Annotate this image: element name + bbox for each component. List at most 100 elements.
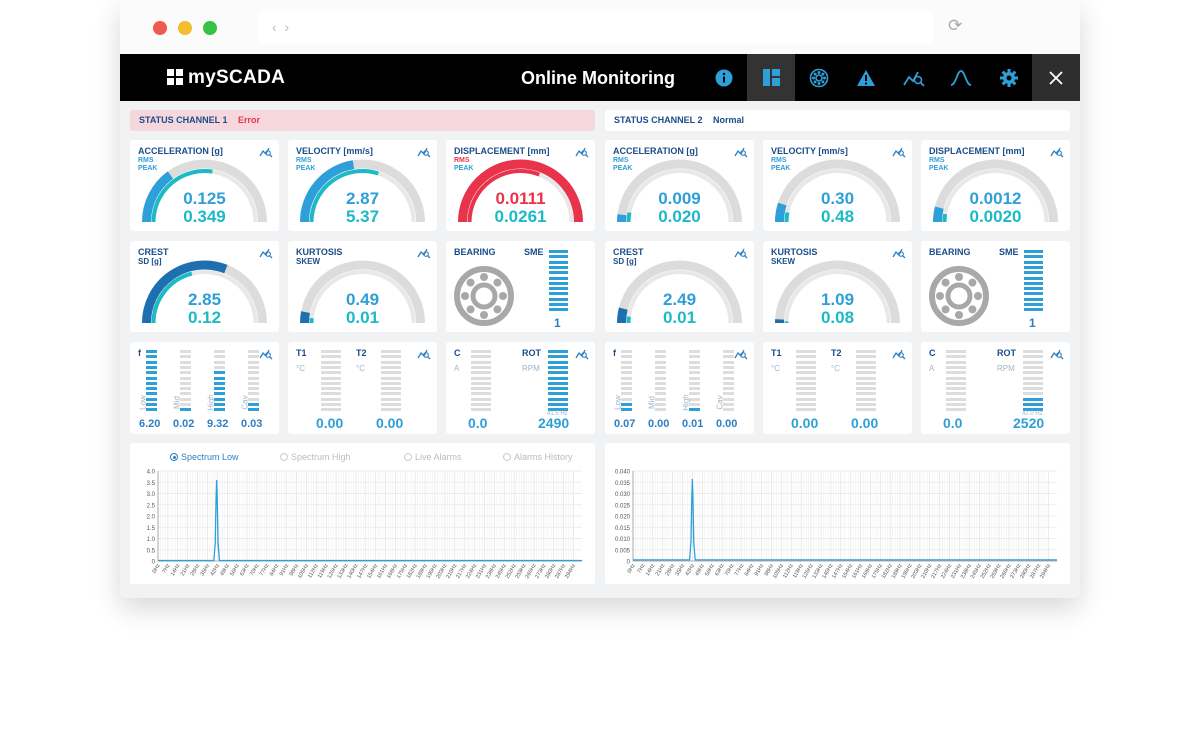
gauge-card[interactable]: KURTOSIS SKEW 1.09 0.08	[763, 241, 912, 332]
gauge-arc	[142, 260, 267, 324]
gauge-card[interactable]: VELOCITY [mm/s] RMS PEAK 2.87 5.37	[288, 140, 437, 231]
bearing-card[interactable]: BEARING SME 1	[446, 241, 595, 332]
reload-icon[interactable]: ⟳	[948, 16, 963, 35]
temp-bar-segment	[856, 371, 876, 375]
logo: mySCADA	[167, 67, 285, 89]
x-tick-label: 91Hz	[754, 563, 766, 577]
temp-bar-segment	[321, 392, 341, 396]
trend-icon[interactable]	[417, 247, 431, 259]
temp-bar-segment	[856, 381, 876, 385]
current-bar-segment	[946, 392, 966, 396]
trend-icon[interactable]	[1050, 146, 1064, 158]
gauge-sub1: RMS	[929, 157, 945, 164]
rotation-card[interactable]: C A ROT RPM 42.0 Hz 0.0 2520	[921, 342, 1070, 434]
current-bar-segment	[946, 387, 966, 391]
band-value: 0.02	[173, 418, 195, 430]
rot-bar-segment	[548, 360, 568, 364]
gauge-value-2: 0.08	[820, 308, 855, 327]
trend-icon[interactable]	[892, 348, 906, 360]
info-icon	[715, 69, 733, 86]
band-bar-segment	[214, 387, 225, 391]
band-value: 0.01	[682, 418, 704, 430]
gauge-card[interactable]: DISPLACEMENT [mm] RMS PEAK 0.0012 0.0020	[921, 140, 1070, 231]
address-bar[interactable]: ‹ ›	[258, 11, 933, 44]
trend-icon[interactable]	[575, 348, 589, 360]
x-tick-label: 21Hz	[180, 563, 192, 577]
bands-label: f	[613, 348, 616, 358]
info-button[interactable]	[700, 54, 748, 101]
band-bar-segment	[723, 397, 734, 401]
gauge-card[interactable]: VELOCITY [mm/s] RMS PEAK 0.30 0.48	[763, 140, 912, 231]
frequency-bands-card[interactable]: f Low 6.20 Mid 0.02 High 9.32 Cav 0.03	[130, 342, 279, 434]
band-bar-segment	[655, 408, 666, 412]
band-value: 0.03	[241, 418, 263, 430]
trend-icon[interactable]	[734, 348, 748, 360]
frequency-bands-card[interactable]: f Low 0.07 Mid 0.00 High 0.01 Cav 0.00	[605, 342, 754, 434]
tab-spectrum-low[interactable]: Spectrum Low	[170, 452, 239, 462]
trend-icon[interactable]	[259, 348, 273, 360]
current-bar-segment	[471, 403, 491, 406]
gauge-sub2: PEAK	[929, 165, 949, 172]
trend-icon[interactable]	[575, 146, 589, 158]
trend-icon[interactable]	[417, 146, 431, 158]
current-unit: A	[454, 364, 460, 373]
trend-icon[interactable]	[417, 348, 431, 360]
trend-icon[interactable]	[734, 146, 748, 158]
rotation-card[interactable]: C A ROT RPM 41.5 Hz 0.0 2490	[446, 342, 595, 434]
band-bar-segment	[689, 360, 700, 364]
band-bar-segment	[689, 392, 700, 396]
band-bar-segment	[146, 355, 157, 359]
trend-icon[interactable]	[892, 146, 906, 158]
trend-icon[interactable]	[259, 247, 273, 259]
current-label: C	[929, 348, 936, 358]
gauge-card[interactable]: ACCELERATION [g] RMS PEAK 0.125 0.349	[130, 140, 279, 231]
forward-icon[interactable]: ›	[284, 19, 290, 35]
trend-search-button[interactable]	[890, 54, 938, 101]
gauge-card[interactable]: CREST SD [g] 2.85 0.12	[130, 241, 279, 332]
temperature-card[interactable]: T1 T2 °C °C 0.00 0.00	[763, 342, 912, 434]
back-icon[interactable]: ‹	[272, 19, 277, 35]
band-bar-segment	[723, 387, 734, 391]
tab-spectrum-high[interactable]: Spectrum High	[280, 452, 351, 462]
current-bar-segment	[471, 408, 491, 412]
spectrum-button[interactable]	[937, 54, 985, 101]
rot-bar-segment	[548, 365, 568, 369]
band-bar-segment	[248, 392, 259, 396]
rot-bar-segment	[1023, 392, 1043, 396]
band-bar-segment	[180, 381, 191, 385]
trend-icon[interactable]	[892, 247, 906, 259]
t2-label: T2	[831, 348, 842, 358]
temperature-card[interactable]: T1 T2 °C °C 0.00 0.00	[288, 342, 437, 434]
dashboard-button[interactable]	[747, 54, 795, 101]
minimize-window-button[interactable]	[178, 21, 192, 35]
close-window-button[interactable]	[153, 21, 167, 35]
gauge-card[interactable]: DISPLACEMENT [mm] RMS PEAK 0.0111 0.0261	[446, 140, 595, 231]
y-tick-label: 0.025	[615, 503, 631, 509]
maximize-window-button[interactable]	[203, 21, 217, 35]
gauge-value-2: 0.0020	[969, 207, 1022, 226]
gauge-title: VELOCITY [mm/s]	[296, 146, 373, 156]
tab-live-alarms[interactable]: Live Alarms	[404, 452, 462, 462]
trend-icon[interactable]	[259, 146, 273, 158]
gauge-card[interactable]: KURTOSIS SKEW 0.49 0.01	[288, 241, 437, 332]
bearing-card[interactable]: BEARING SME 1	[921, 241, 1070, 332]
tab-alarms-history[interactable]: Alarms History	[503, 452, 573, 462]
current-bar-segment	[471, 360, 491, 364]
close-button[interactable]	[1032, 54, 1080, 101]
band-value: 6.20	[139, 418, 161, 430]
rot-value: 2520	[1013, 415, 1045, 431]
rot-bar-segment	[548, 387, 568, 391]
bearing-button[interactable]	[795, 54, 843, 101]
gauge-card[interactable]: CREST SD [g] 2.49 0.01	[605, 241, 754, 332]
alarms-button[interactable]	[842, 54, 890, 101]
x-tick-label: 63Hz	[239, 563, 251, 577]
trend-icon[interactable]	[1050, 348, 1064, 360]
band-bar-segment	[214, 403, 225, 406]
settings-button[interactable]	[985, 54, 1033, 101]
gauge-sub1: RMS	[454, 157, 470, 164]
trend-icon[interactable]	[734, 247, 748, 259]
gauge-card[interactable]: ACCELERATION [g] RMS PEAK 0.009 0.020	[605, 140, 754, 231]
temp-bar-segment	[856, 403, 876, 406]
rot-bar-segment	[1023, 365, 1043, 369]
y-tick-label: 0	[152, 560, 156, 566]
